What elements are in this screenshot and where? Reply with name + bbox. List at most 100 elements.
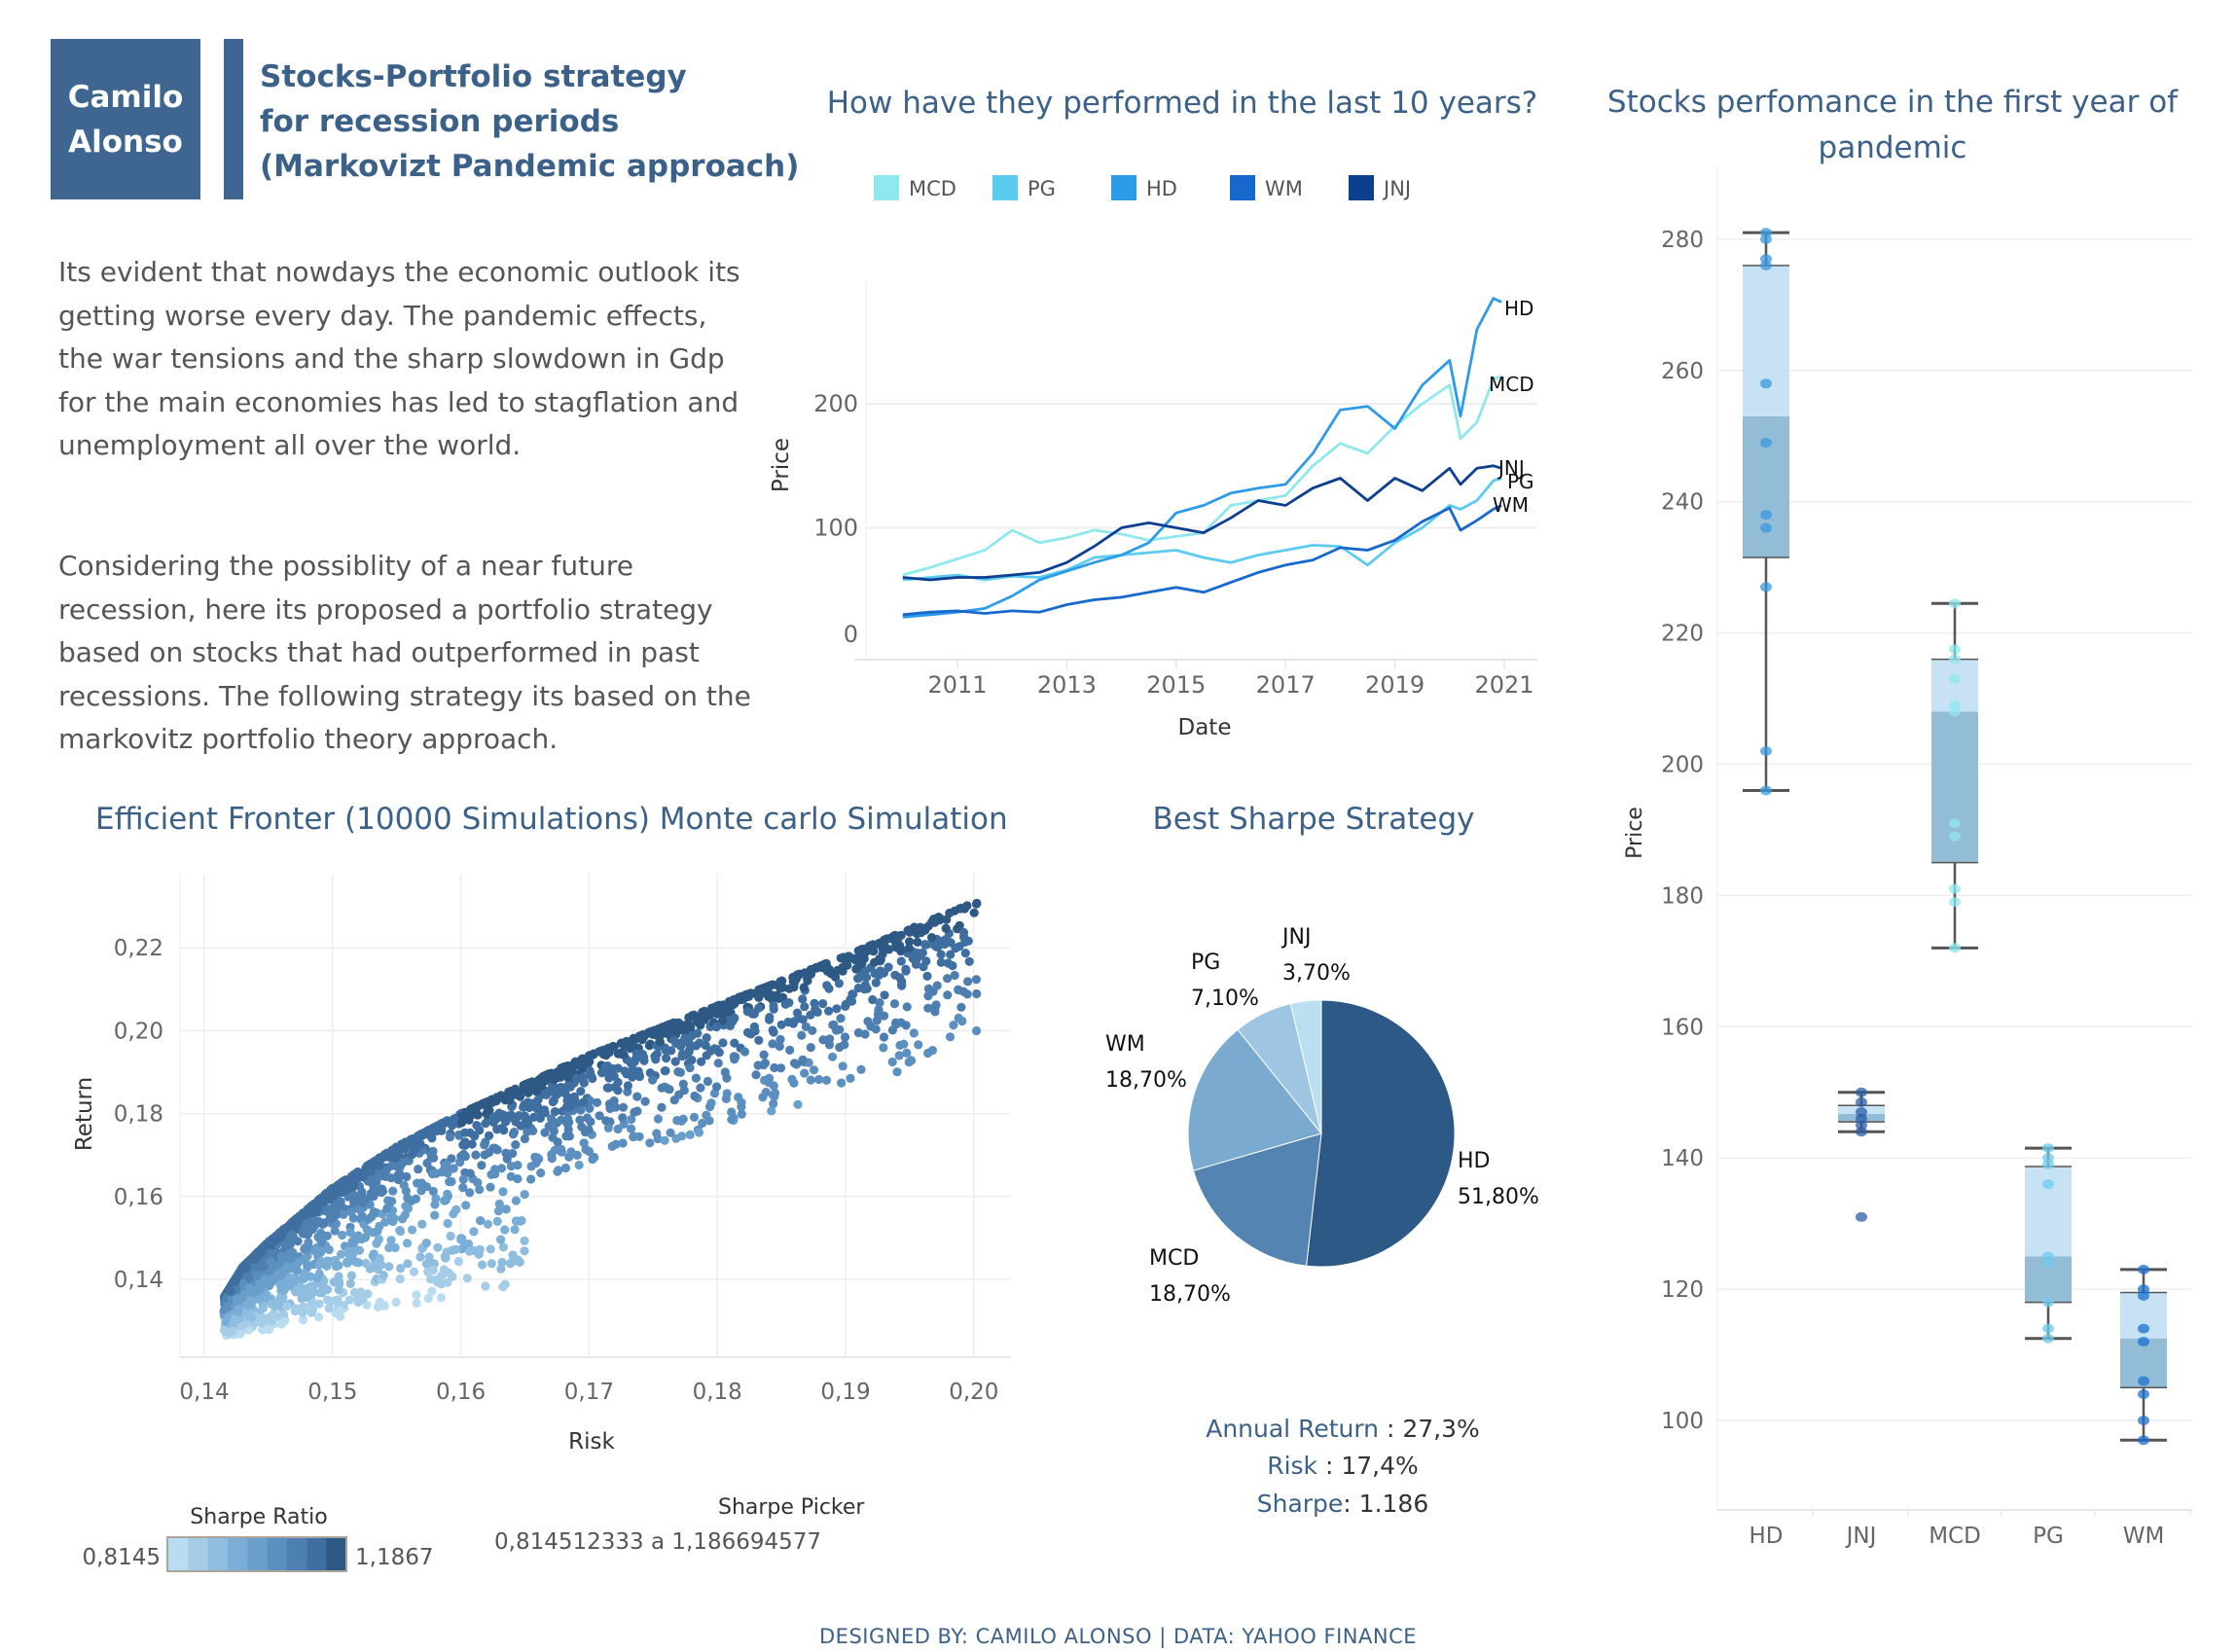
simulation-point [511, 1196, 522, 1205]
simulation-point [730, 1055, 739, 1064]
simulation-point [592, 1097, 602, 1107]
simulation-point [481, 1119, 490, 1129]
pie-slice-jnj [1289, 999, 1322, 1134]
simulation-point [456, 1234, 466, 1243]
simulation-point [785, 1045, 795, 1055]
simulation-point [904, 944, 914, 953]
simulation-point [718, 1038, 728, 1048]
stat-label: Risk [1267, 1452, 1318, 1480]
simulation-point [837, 1078, 847, 1088]
simulation-point [822, 981, 832, 990]
simulation-point [300, 1244, 309, 1254]
simulation-point [365, 1264, 375, 1274]
simulation-point [293, 1237, 303, 1246]
simulation-point [346, 1271, 356, 1280]
simulation-point [814, 1074, 824, 1085]
simulation-point [282, 1263, 292, 1273]
y-tick-label: 0,14 [114, 1268, 163, 1293]
sharpe-picker-value[interactable]: 0,814512333 a 1,186694577 [494, 1529, 821, 1555]
simulation-point [506, 1161, 517, 1171]
simulation-point [273, 1230, 283, 1239]
simulation-point [354, 1204, 364, 1214]
simulation-point [775, 1063, 786, 1073]
simulation-point [818, 1035, 828, 1045]
simulation-point [324, 1304, 334, 1313]
y-tick-label: 200 [1661, 753, 1704, 778]
simulation-point [486, 1244, 495, 1254]
simulation-point [433, 1242, 443, 1252]
simulation-point [487, 1259, 496, 1269]
simulation-point [386, 1147, 396, 1158]
pie-label: MCD [1149, 1246, 1199, 1271]
simulation-point [713, 1059, 723, 1068]
simulation-point [807, 964, 816, 974]
simulation-point [633, 1066, 643, 1076]
simulation-point [718, 1016, 728, 1025]
simulation-point [930, 1007, 940, 1017]
simulation-point [327, 1214, 337, 1224]
box-point [2042, 1333, 2054, 1344]
simulation-point [530, 1086, 541, 1095]
simulation-point [691, 1073, 702, 1083]
simulation-point [353, 1258, 364, 1268]
simulation-point [437, 1121, 447, 1131]
simulation-point [784, 984, 794, 993]
simulation-point [386, 1173, 396, 1183]
simulation-point [415, 1252, 425, 1262]
x-axis-title: Risk [568, 1429, 615, 1454]
box-point [1949, 897, 1961, 908]
simulation-point [446, 1176, 455, 1186]
simulation-point [945, 1032, 956, 1042]
simulation-point [821, 962, 831, 972]
y-axis-title: Return [72, 1077, 97, 1151]
simulation-point [223, 1301, 234, 1311]
simulation-point [399, 1180, 409, 1190]
simulation-point [754, 1035, 764, 1045]
simulation-point [475, 1126, 485, 1135]
simulation-point [891, 1020, 901, 1029]
simulation-point [562, 1063, 573, 1074]
simulation-point [769, 1081, 778, 1091]
simulation-point [661, 1023, 670, 1033]
simulation-point [441, 1253, 451, 1263]
x-tick-label: 0,14 [179, 1380, 229, 1405]
simulation-point [338, 1230, 347, 1240]
simulation-point [290, 1274, 300, 1283]
risk-stat: Risk : 17,4% [1070, 1452, 1615, 1480]
y-tick-label: 260 [1661, 359, 1704, 384]
simulation-point [377, 1260, 386, 1270]
simulation-point [953, 924, 962, 934]
simulation-point [890, 936, 900, 946]
simulation-point [448, 1272, 457, 1281]
simulation-point [798, 1015, 808, 1024]
simulation-point [775, 1034, 785, 1044]
simulation-point [673, 1067, 683, 1077]
x-tick-label: 0,16 [436, 1380, 486, 1405]
stat-value: : 1.186 [1343, 1490, 1429, 1518]
x-tick-label: HD [1749, 1524, 1783, 1549]
simulation-point [506, 1171, 516, 1181]
simulation-point [300, 1229, 309, 1239]
simulation-point [431, 1194, 441, 1203]
simulation-point [232, 1275, 241, 1285]
simulation-point [486, 1182, 495, 1192]
simulation-point [548, 1070, 558, 1080]
legend-swatch [1111, 175, 1136, 200]
simulation-point [574, 1160, 584, 1170]
series-end-label: HD [1504, 297, 1533, 320]
simulation-point [333, 1295, 343, 1305]
simulation-point [516, 1121, 525, 1131]
x-tick-label: 2021 [1474, 671, 1533, 699]
simulation-point [892, 1067, 902, 1077]
simulation-point [930, 917, 940, 927]
simulation-point [821, 1075, 832, 1085]
simulation-point [324, 1244, 334, 1255]
simulation-point [382, 1203, 392, 1213]
simulation-point [584, 1125, 594, 1134]
simulation-point [500, 1225, 510, 1235]
simulation-point [344, 1295, 354, 1305]
simulation-point [448, 1245, 457, 1255]
simulation-point [427, 1286, 437, 1296]
simulation-point [361, 1194, 371, 1203]
simulation-point [313, 1312, 324, 1322]
